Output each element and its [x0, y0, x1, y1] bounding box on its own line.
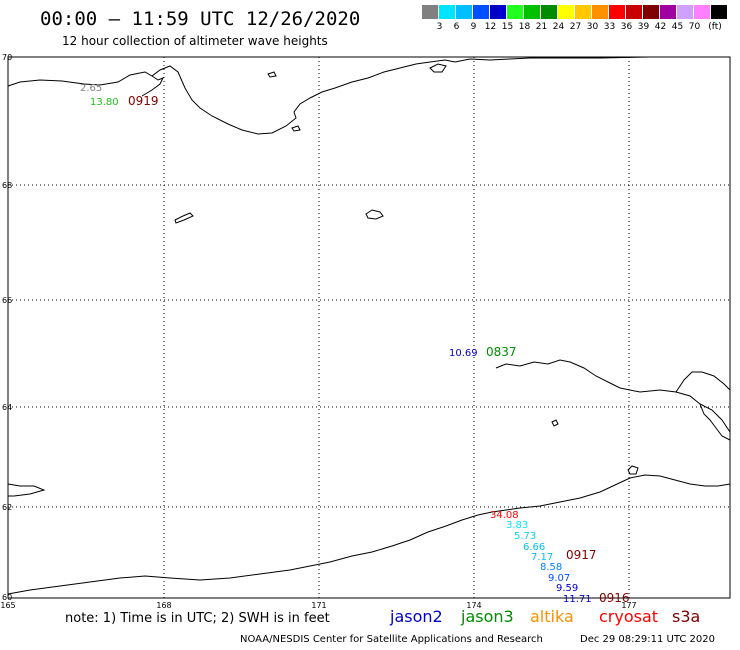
legend-swatch [507, 5, 524, 19]
footer-credit: NOAA/NESDIS Center for Satellite Applica… [240, 634, 543, 645]
coastline [7, 56, 731, 595]
island-north-1 [429, 63, 447, 73]
legend-label: 3 [436, 22, 443, 32]
swh-observation: 11.71 [563, 594, 592, 605]
legend-swatch [694, 5, 711, 19]
legend-swatch [677, 5, 694, 19]
swh-observation: 13.80 [90, 97, 119, 108]
island-north-3 [291, 125, 301, 132]
lon-ticks: 165 168 171 174 177 [0, 601, 636, 610]
legend-swatch [711, 5, 728, 19]
swh-observation: 9.07 [548, 573, 570, 584]
swh-observation: 8.58 [540, 562, 562, 573]
lon-tick-label: 177 [621, 601, 636, 610]
lat-tick-label: 60 [2, 593, 12, 602]
satellite-label-jason3: jason3 [461, 607, 514, 626]
legend-label: 6 [453, 22, 460, 32]
footer-note: note: 1) Time is in UTC; 2) SWH is in fe… [65, 611, 330, 626]
legend-swatch [490, 5, 507, 19]
legend-swatch [439, 5, 456, 19]
legend-swatch [422, 5, 439, 19]
island-east-2 [551, 419, 559, 427]
swh-observation: 5.73 [514, 531, 536, 542]
pass-time-label: 0916 [599, 591, 630, 605]
observations: 2.65 13.80 10.69 34.08 3.83 5.73 6.66 7.… [80, 83, 592, 605]
coastline-north-bay [141, 75, 165, 97]
legend-label: 45 [671, 22, 684, 32]
coastline-west [7, 483, 46, 497]
lat-tick-label: 66 [2, 296, 12, 305]
map-frame [7, 56, 731, 599]
island-east-1 [627, 465, 639, 475]
legend-label: 36 [620, 22, 633, 32]
legend-swatch [575, 5, 592, 19]
legend-swatch [643, 5, 660, 19]
pass-times: 0919 0837 0917 0916 [128, 94, 630, 605]
legend-swatch [660, 5, 677, 19]
pass-time-label: 0917 [566, 548, 597, 562]
satellite-label-s3a: s3a [672, 607, 701, 626]
swh-observation: 2.65 [80, 83, 102, 94]
legend-label: 24 [552, 22, 565, 32]
lat-tick-label: 70 [2, 53, 12, 62]
map-title: 00:00 – 11:59 UTC 12/26/2020 [40, 8, 361, 30]
legend-swatch [541, 5, 558, 19]
swh-observation: 6.66 [523, 542, 545, 553]
map-subtitle: 12 hour collection of altimeter wave hei… [62, 34, 328, 48]
footer-timestamp: Dec 29 08:29:11 UTC 2020 [580, 634, 715, 645]
legend-label: 30 [586, 22, 599, 32]
lon-tick-label: 171 [311, 601, 326, 610]
legend-swatch [473, 5, 490, 19]
legend-unit: (ft) [708, 22, 722, 32]
legend-label: 9 [470, 22, 477, 32]
coastline-east [495, 359, 731, 433]
swh-observation: 34.08 [490, 510, 519, 521]
legend-swatch [524, 5, 541, 19]
legend-label: 42 [654, 22, 667, 32]
swh-observation: 9.59 [556, 583, 578, 594]
legend-label: 18 [518, 22, 531, 32]
lat-tick-label: 68 [2, 181, 12, 190]
island-mid-2 [174, 212, 194, 224]
satellite-label-altika: altika [530, 607, 574, 626]
pass-time-label: 0919 [128, 94, 159, 108]
legend-label: 39 [637, 22, 650, 32]
island-mid-1 [365, 209, 384, 220]
graticule [8, 57, 730, 598]
pass-time-label: 0837 [486, 345, 517, 359]
satellite-label-cryosat: cryosat [599, 607, 659, 626]
legend-label: 21 [535, 22, 548, 32]
legend-label: 70 [688, 22, 701, 32]
coastline-south [7, 474, 731, 595]
lat-tick-label: 64 [2, 403, 12, 412]
lat-ticks: 70 68 66 64 62 60 [2, 53, 12, 602]
legend-swatch [626, 5, 643, 19]
satellite-label-jason2: jason2 [390, 607, 443, 626]
lat-tick-label: 62 [2, 503, 12, 512]
legend-label: 33 [603, 22, 616, 32]
legend-swatch [558, 5, 575, 19]
legend-label: 15 [501, 22, 514, 32]
legend-swatch [456, 5, 473, 19]
swh-observation: 10.69 [449, 348, 478, 359]
lon-tick-label: 168 [156, 601, 171, 610]
swh-observation: 3.83 [506, 520, 528, 531]
island-north-2 [267, 71, 277, 78]
swh-observation: 7.17 [531, 552, 553, 563]
lon-tick-label: 174 [466, 601, 481, 610]
coastline-north [7, 56, 730, 135]
legend-label: 27 [569, 22, 582, 32]
legend-swatch [609, 5, 626, 19]
legend-swatch [592, 5, 609, 19]
coastline-east-lobe [675, 371, 731, 393]
legend-label: 12 [484, 22, 497, 32]
lon-tick-label: 165 [0, 601, 15, 610]
coastline-east-inlet [699, 403, 731, 441]
